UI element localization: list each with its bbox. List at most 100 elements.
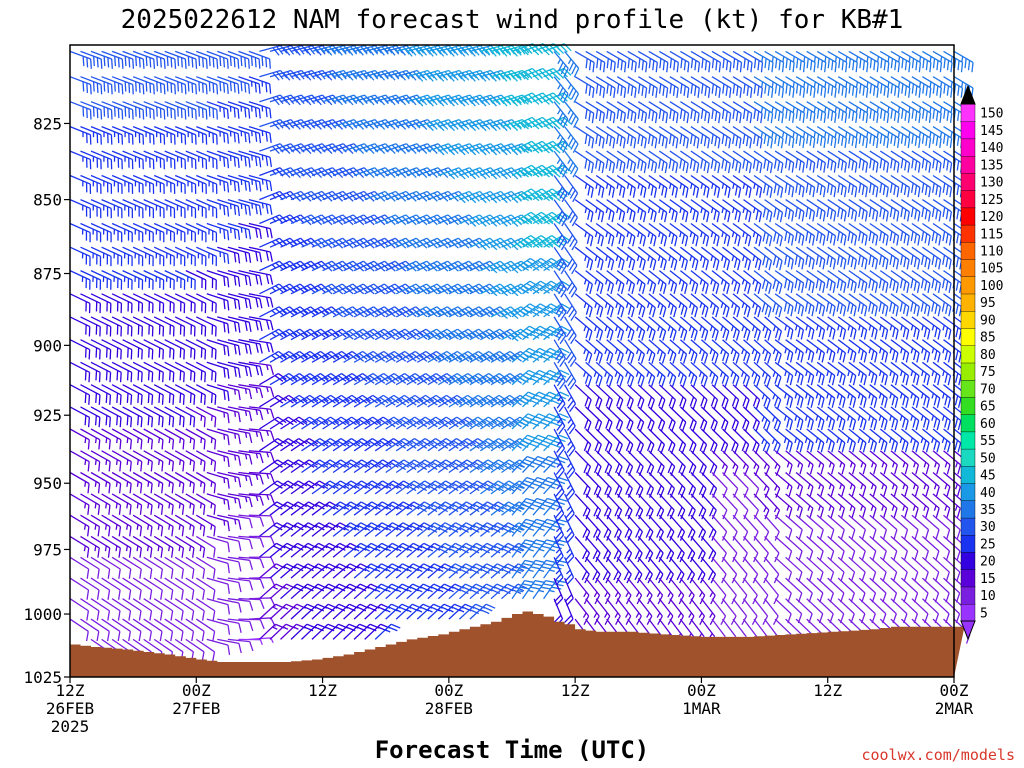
barb-flag bbox=[86, 57, 89, 68]
barb-flag bbox=[265, 250, 270, 261]
wind-barb bbox=[174, 222, 196, 243]
barb-flag bbox=[304, 565, 314, 572]
wind-barb bbox=[80, 293, 101, 314]
barb-flag bbox=[215, 184, 218, 194]
barb-flag bbox=[152, 232, 154, 243]
barb-flag bbox=[328, 120, 337, 129]
barb-half-flag bbox=[244, 453, 248, 460]
barb-flag bbox=[318, 522, 328, 528]
wind-barb bbox=[153, 384, 175, 405]
barb-staff bbox=[90, 577, 110, 591]
barb-flag bbox=[138, 182, 141, 193]
barb-flag bbox=[87, 417, 91, 428]
barb-flag bbox=[258, 157, 262, 168]
barb-flag bbox=[248, 411, 253, 422]
wind-barb bbox=[101, 150, 123, 170]
barb-flag bbox=[174, 84, 176, 95]
barb-flag bbox=[117, 83, 120, 93]
barb-flag bbox=[183, 279, 186, 290]
barb-half-flag bbox=[198, 131, 200, 138]
wind-barb bbox=[111, 246, 133, 267]
barb-flag bbox=[227, 254, 230, 265]
barb-flag bbox=[307, 120, 316, 129]
barb-flag bbox=[324, 170, 333, 179]
wind-barb bbox=[143, 384, 164, 405]
barb-flag bbox=[110, 279, 112, 290]
wind-barb bbox=[290, 94, 319, 106]
barb-flag bbox=[283, 524, 294, 531]
wind-barb bbox=[122, 174, 144, 194]
barb-flag bbox=[259, 298, 263, 309]
wind-barb bbox=[143, 618, 163, 642]
wind-barb bbox=[185, 471, 206, 494]
wind-barb bbox=[217, 493, 242, 509]
barb-half-flag bbox=[155, 252, 158, 259]
barb-flag bbox=[301, 70, 309, 79]
wind-barb bbox=[301, 522, 328, 537]
wind-barb bbox=[227, 450, 253, 465]
barb-flag bbox=[237, 58, 240, 69]
barb-flag bbox=[249, 601, 254, 611]
barb-flag bbox=[116, 301, 119, 312]
wind-barb bbox=[385, 583, 412, 600]
wind-barb bbox=[69, 361, 91, 383]
barb-flag bbox=[95, 347, 98, 358]
wind-barb bbox=[238, 150, 262, 168]
barb-flag bbox=[248, 229, 252, 240]
barb-half-flag bbox=[251, 155, 253, 161]
wind-barb bbox=[206, 269, 230, 288]
barb-flag bbox=[200, 393, 203, 403]
barb-flag bbox=[322, 70, 330, 79]
barb-flag bbox=[159, 254, 161, 265]
wind-barb bbox=[69, 270, 91, 290]
barb-half-flag bbox=[208, 229, 210, 235]
barb-flag bbox=[233, 57, 236, 68]
wind-barb bbox=[227, 384, 253, 400]
wind-barb bbox=[111, 450, 132, 472]
wind-barb bbox=[217, 556, 242, 572]
barb-flag bbox=[127, 254, 130, 265]
wind-barb bbox=[322, 522, 349, 537]
barb-flag bbox=[212, 157, 214, 168]
barb-flag bbox=[140, 394, 143, 405]
wind-barb bbox=[206, 316, 230, 334]
wind-barb bbox=[90, 514, 111, 537]
barb-flag bbox=[318, 95, 326, 105]
barb-flag bbox=[107, 568, 111, 579]
wind-barb bbox=[311, 350, 340, 363]
barb-flag bbox=[124, 81, 127, 92]
wind-barb bbox=[80, 598, 100, 621]
wind-barb bbox=[311, 44, 340, 56]
barb-half-flag bbox=[229, 155, 232, 161]
barb-flag bbox=[116, 347, 119, 358]
barb-flag bbox=[194, 159, 197, 170]
wind-barb bbox=[290, 438, 318, 452]
barb-flag bbox=[84, 347, 87, 358]
wind-barb bbox=[406, 522, 434, 537]
barb-half-flag bbox=[292, 354, 298, 360]
barb-flag bbox=[238, 582, 242, 593]
barb-half-flag bbox=[115, 481, 118, 487]
wind-barb bbox=[90, 384, 112, 405]
barb-flag bbox=[192, 461, 196, 472]
barb-staff bbox=[90, 556, 110, 570]
wind-barb bbox=[217, 293, 241, 310]
barb-flag bbox=[237, 253, 241, 264]
barb-flag bbox=[97, 483, 101, 494]
barb-flag bbox=[276, 542, 286, 549]
wind-barb bbox=[101, 101, 124, 120]
barb-flag bbox=[227, 457, 230, 468]
barb-flag bbox=[294, 524, 304, 531]
barb-flag bbox=[315, 482, 325, 489]
barb-flag bbox=[328, 522, 339, 528]
barb-flag bbox=[96, 254, 98, 265]
wind-barb bbox=[353, 522, 381, 537]
barb-flag bbox=[227, 542, 230, 553]
barb-flag bbox=[170, 133, 172, 144]
wind-barb bbox=[174, 450, 196, 472]
barb-flag bbox=[142, 58, 145, 69]
barb-half-flag bbox=[179, 437, 182, 444]
barb-flag bbox=[248, 83, 251, 94]
wind-barb bbox=[217, 50, 240, 69]
barb-flag bbox=[190, 254, 193, 265]
